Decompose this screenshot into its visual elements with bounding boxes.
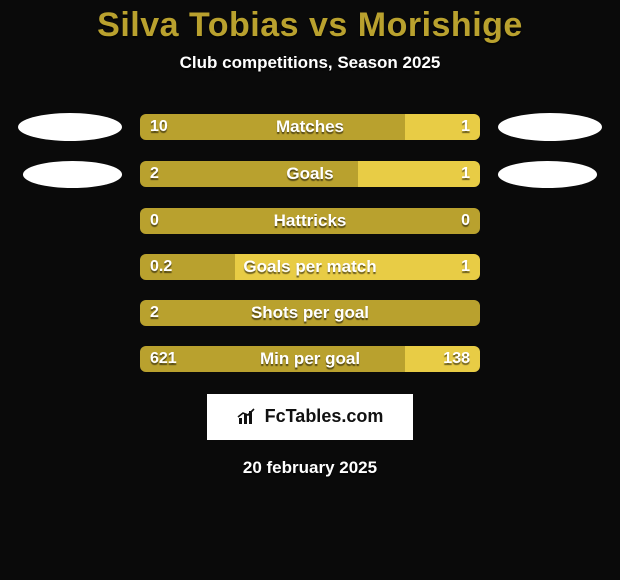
stat-row: 2Shots per goal [18,300,602,326]
stat-bar: 2Shots per goal [140,300,480,326]
right-spacer [498,312,602,313]
stat-bar: 21Goals [140,161,480,187]
right-spacer [498,266,602,267]
comparison-canvas: Silva Tobias vs Morishige Club competiti… [0,0,620,580]
bar-fill-left [140,300,480,326]
bar-fill-left [140,346,405,372]
left-ellipse [18,113,122,141]
page-title: Silva Tobias vs Morishige [0,0,620,45]
stats-list: 101Matches 21Goals 00Hattricks 0.21Goals pe… [0,113,620,372]
right-spacer [498,220,602,221]
left-spacer [18,266,122,267]
right-ellipse [498,161,597,188]
bar-fill-left [140,114,405,140]
left-spacer [18,312,122,313]
right-spacer [498,358,602,359]
left-ellipse [23,161,122,188]
right-ellipse [498,113,602,141]
bar-fill-left [140,208,480,234]
stat-bar: 00Hattricks [140,208,480,234]
bar-fill-left [140,161,358,187]
bar-fill-right [405,346,480,372]
bar-fill-right [358,161,480,187]
stat-row: 0.21Goals per match [18,254,602,280]
stat-bar: 0.21Goals per match [140,254,480,280]
stat-bar: 621138Min per goal [140,346,480,372]
bar-fill-right [405,114,480,140]
logo-text: FcTables.com [265,406,384,427]
stat-row: 101Matches [18,113,602,141]
subtitle: Club competitions, Season 2025 [0,53,620,73]
chart-icon [237,408,259,426]
bar-fill-left [140,254,235,280]
stat-bar: 101Matches [140,114,480,140]
left-spacer [18,220,122,221]
stat-row: 621138Min per goal [18,346,602,372]
stat-row: 21Goals [23,161,597,188]
stat-row: 00Hattricks [18,208,602,234]
logo-box: FcTables.com [207,394,413,440]
footer-date: 20 february 2025 [0,458,620,478]
left-spacer [18,358,122,359]
bar-fill-right [235,254,480,280]
